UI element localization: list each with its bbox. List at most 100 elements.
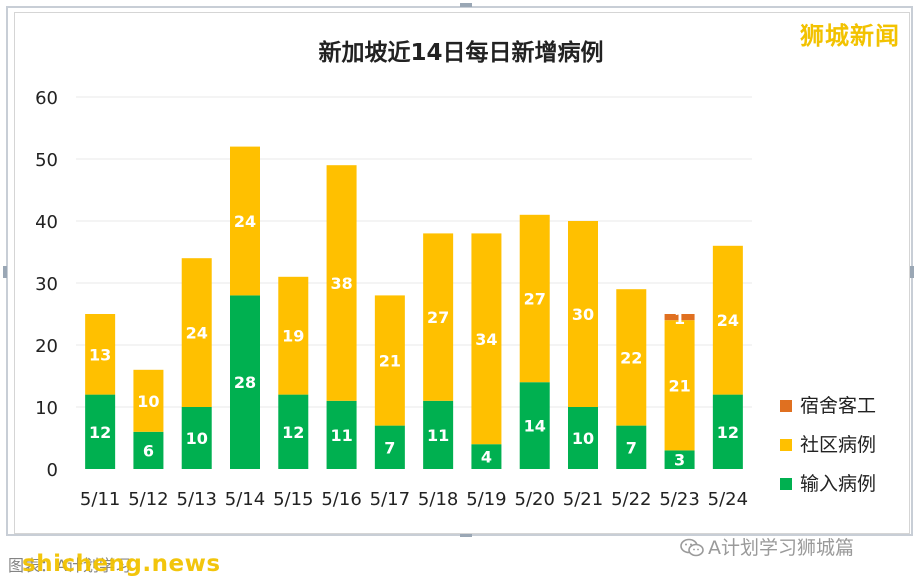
bar-社区病例-5/20	[519, 214, 550, 383]
site-watermark: shicheng.news	[22, 551, 221, 577]
data-label: 4	[481, 448, 492, 467]
resize-handle-top[interactable]	[460, 3, 472, 7]
bar-社区病例-5/24	[712, 245, 743, 395]
x-tick-label: 5/21	[563, 489, 603, 510]
bar-输入病例-5/24	[712, 394, 743, 469]
bar-输入病例-5/17	[374, 425, 405, 469]
y-tick-label: 10	[35, 398, 58, 419]
bar-社区病例-5/23	[664, 320, 695, 451]
y-tick-label: 30	[35, 274, 58, 295]
legend-label: 输入病例	[800, 473, 876, 495]
bar-社区病例-5/18	[423, 233, 454, 401]
bar-输入病例-5/19	[471, 444, 502, 469]
bars	[85, 146, 743, 469]
y-tick-label: 40	[35, 212, 58, 233]
data-label: 6	[143, 441, 154, 460]
bar-输入病例-5/11	[85, 394, 116, 469]
data-label: 14	[524, 417, 546, 436]
bar-社区病例-5/22	[616, 289, 647, 426]
data-label: 21	[379, 352, 401, 371]
bar-输入病例-5/12	[133, 431, 164, 469]
data-label: 24	[186, 324, 208, 343]
bar-输入病例-5/20	[519, 382, 550, 469]
x-tick-label: 5/20	[515, 489, 555, 510]
chart-caption: 图表：A计划学习	[8, 556, 131, 575]
resize-handle-bottom[interactable]	[460, 533, 472, 537]
bar-输入病例-5/16	[326, 400, 357, 469]
bar-社区病例-5/17	[374, 295, 405, 426]
x-tick-label: 5/13	[177, 489, 217, 510]
resize-handle-left[interactable]	[3, 266, 7, 278]
bar-社区病例-5/14	[230, 146, 260, 296]
data-label: 12	[282, 423, 304, 442]
legend-swatch	[780, 400, 792, 412]
bar-社区病例-5/13	[181, 258, 212, 407]
resize-handle-right[interactable]	[910, 266, 914, 278]
data-label: 12	[89, 423, 111, 442]
bar-社区病例-5/11	[85, 314, 116, 395]
bar-输入病例-5/23	[664, 450, 695, 469]
x-tick-label: 5/17	[370, 489, 410, 510]
data-label: 7	[384, 438, 395, 457]
x-tick-label: 5/11	[80, 489, 120, 510]
x-tick-label: 5/12	[128, 489, 168, 510]
data-label: 21	[668, 376, 690, 395]
x-tick-label: 5/24	[708, 489, 748, 510]
data-label: 24	[234, 212, 256, 231]
data-label: 12	[717, 423, 739, 442]
y-tick-label: 60	[35, 88, 58, 109]
gridlines	[76, 96, 752, 408]
wechat-account: A计划学习狮城篇	[680, 533, 854, 560]
data-label: 13	[89, 345, 111, 364]
data-label: 10	[137, 392, 159, 411]
y-axis-ticks: 0 10 20 30 40 50 60	[35, 88, 58, 481]
data-label: 19	[282, 327, 304, 346]
data-label: 10	[186, 429, 208, 448]
bar-社区病例-5/21	[568, 221, 598, 407]
x-tick-label: 5/16	[321, 489, 361, 510]
x-tick-label: 5/19	[466, 489, 506, 510]
bar-输入病例-5/21	[568, 407, 598, 469]
data-label: 1	[674, 309, 685, 328]
data-label: 38	[330, 274, 352, 293]
wechat-icon	[680, 538, 704, 556]
brand-logo-text: 狮城新闻	[800, 22, 900, 50]
data-label: 28	[234, 373, 256, 392]
x-tick-label: 5/18	[418, 489, 458, 510]
data-label: 24	[717, 311, 739, 330]
bar-输入病例-5/18	[423, 400, 454, 469]
chart-title: 新加坡近14日每日新增病例	[318, 39, 603, 66]
bar-输入病例-5/13	[181, 407, 212, 469]
legend-swatch	[780, 478, 792, 490]
data-label: 27	[524, 290, 546, 309]
legend-label: 宿舍客工	[800, 395, 876, 417]
bar-输入病例-5/15	[278, 394, 309, 469]
data-label: 34	[475, 330, 497, 349]
x-tick-label: 5/22	[611, 489, 651, 510]
data-label: 27	[427, 308, 449, 327]
data-label: 11	[330, 426, 352, 445]
y-tick-label: 50	[35, 150, 58, 171]
bar-社区病例-5/12	[133, 369, 164, 432]
y-tick-label: 20	[35, 336, 58, 357]
data-labels: 1213610102428241219113872111274341427103…	[89, 212, 739, 470]
bar-输入病例-5/22	[616, 425, 647, 469]
data-label: 22	[620, 348, 642, 367]
bar-社区病例-5/16	[326, 165, 357, 401]
legend-label: 社区病例	[800, 434, 876, 456]
x-tick-label: 5/15	[273, 489, 313, 510]
bar-社区病例-5/15	[278, 276, 309, 395]
data-label: 7	[626, 438, 637, 457]
x-axis-ticks: 5/11 5/12 5/13 5/14 5/15 5/16 5/17 5/18 5/19 5/20…	[80, 489, 748, 510]
data-label: 3	[674, 451, 685, 470]
data-label: 11	[427, 426, 449, 445]
x-tick-label: 5/14	[225, 489, 265, 510]
data-label: 30	[572, 305, 594, 324]
bar-社区病例-5/19	[471, 233, 502, 445]
x-tick-label: 5/23	[659, 489, 699, 510]
y-tick-label: 0	[47, 460, 58, 481]
legend-swatch	[780, 439, 792, 451]
wechat-account-name: A计划学习狮城篇	[708, 537, 854, 559]
